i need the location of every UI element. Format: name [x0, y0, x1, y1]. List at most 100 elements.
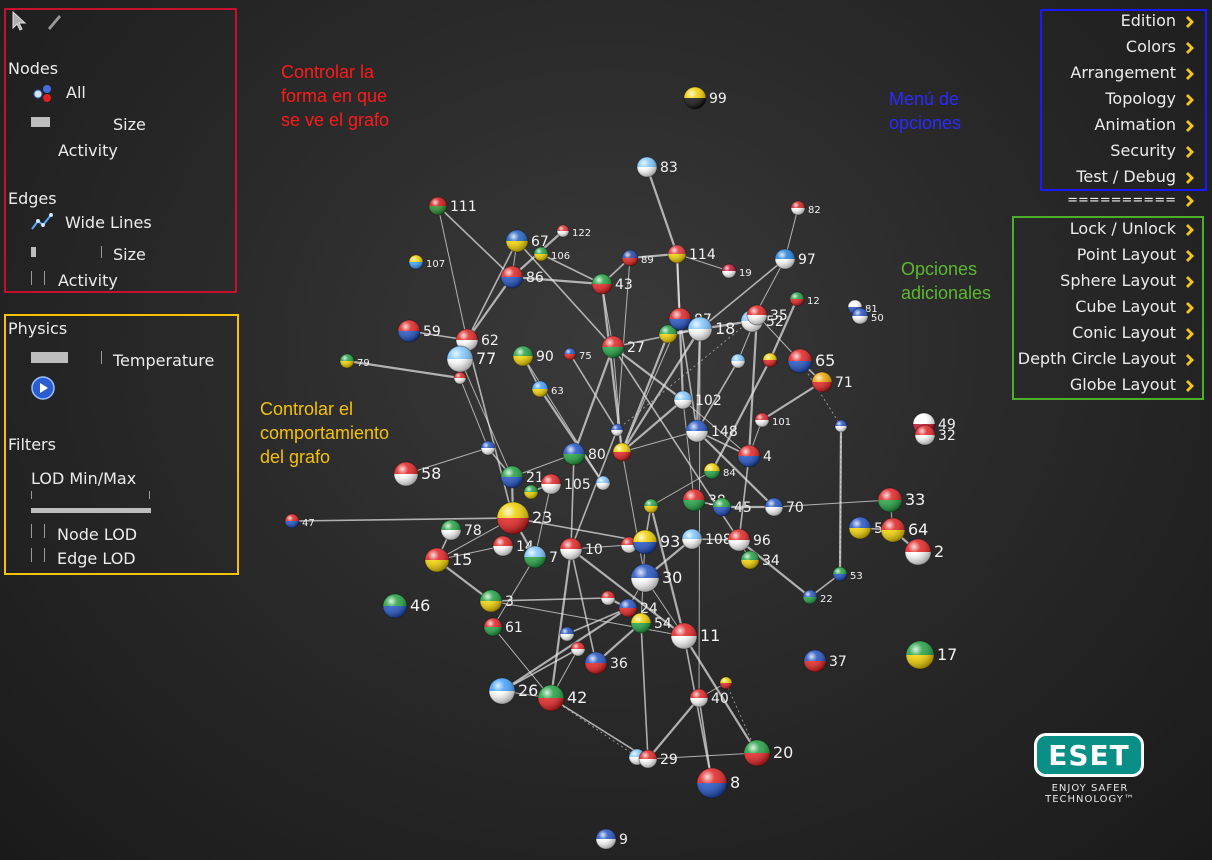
graph-node[interactable]	[905, 640, 935, 670]
graph-node[interactable]	[914, 424, 936, 446]
submenu-arrow-icon[interactable]	[1184, 66, 1196, 80]
graph-node[interactable]	[851, 307, 869, 325]
graph-node[interactable]	[638, 749, 658, 769]
node-lod-toggle[interactable]: Node LOD	[57, 525, 138, 544]
extra-menu-item-5[interactable]: Depth Circle Layout	[1017, 349, 1176, 368]
pointer-tool-icon[interactable]	[10, 10, 30, 32]
menu-item-2[interactable]: Arrangement	[1070, 63, 1176, 82]
graph-node[interactable]	[811, 371, 833, 393]
graph-node[interactable]	[533, 246, 549, 262]
graph-node[interactable]	[505, 229, 529, 253]
graph-node[interactable]	[774, 248, 796, 270]
graph-node[interactable]	[630, 612, 652, 634]
menu-item-5[interactable]: Security	[1110, 141, 1176, 160]
menu-item-3[interactable]: Topology	[1105, 89, 1176, 108]
graph-node[interactable]	[685, 419, 709, 443]
submenu-arrow-icon[interactable]	[1184, 92, 1196, 106]
graph-node[interactable]	[556, 224, 570, 238]
graph-node[interactable]	[743, 739, 771, 767]
graph-node[interactable]	[618, 598, 638, 618]
graph-node[interactable]	[540, 473, 562, 495]
graph-node[interactable]	[480, 440, 496, 456]
graph-node[interactable]	[446, 345, 474, 373]
graph-node[interactable]	[673, 390, 693, 410]
graph-node[interactable]	[848, 516, 872, 540]
graph-node[interactable]	[559, 537, 583, 561]
extra-menu-item-4[interactable]: Conic Layout	[1072, 323, 1176, 342]
graph-node[interactable]	[787, 348, 813, 374]
graph-node[interactable]	[689, 688, 709, 708]
menu-item-4[interactable]: Animation	[1094, 115, 1176, 134]
graph-node[interactable]	[790, 200, 806, 216]
nodes-activity-toggle[interactable]: Activity	[58, 141, 118, 160]
graph-node[interactable]	[500, 465, 524, 489]
graph-node[interactable]	[496, 501, 530, 535]
graph-node[interactable]	[600, 590, 616, 606]
graph-node[interactable]	[832, 566, 848, 582]
graph-node[interactable]	[595, 475, 611, 491]
submenu-arrow-icon[interactable]	[1184, 144, 1196, 158]
graph-node[interactable]	[382, 593, 408, 619]
graph-node[interactable]	[712, 497, 732, 517]
submenu-arrow-icon[interactable]	[1184, 193, 1196, 207]
graph-node[interactable]	[877, 487, 903, 513]
submenu-arrow-icon[interactable]	[1184, 40, 1196, 54]
graph-node[interactable]	[591, 273, 613, 295]
graph-node[interactable]	[754, 412, 770, 428]
graph-node[interactable]	[683, 86, 707, 110]
graph-node[interactable]	[479, 589, 503, 613]
submenu-arrow-icon[interactable]	[1184, 326, 1196, 340]
graph-node[interactable]	[620, 536, 638, 554]
extra-menu-item-2[interactable]: Sphere Layout	[1060, 271, 1176, 290]
submenu-arrow-icon[interactable]	[1184, 378, 1196, 392]
nodes-all-icon[interactable]	[32, 83, 54, 103]
edges-size-slider[interactable]	[31, 247, 36, 257]
submenu-arrow-icon[interactable]	[1184, 274, 1196, 288]
pen-tool-icon[interactable]	[44, 10, 64, 32]
lod-range-slider[interactable]	[31, 508, 151, 513]
graph-node[interactable]	[284, 513, 300, 529]
graph-node[interactable]	[682, 488, 706, 512]
graph-node[interactable]	[696, 767, 728, 799]
graph-node[interactable]	[643, 498, 659, 514]
graph-node[interactable]	[721, 263, 737, 279]
menu-item-0[interactable]: Edition	[1120, 11, 1176, 30]
graph-node[interactable]	[667, 244, 687, 264]
graph-node[interactable]	[612, 442, 632, 462]
graph-node[interactable]	[500, 265, 524, 289]
graph-node[interactable]	[727, 528, 751, 552]
graph-node[interactable]	[880, 517, 906, 543]
graph-node[interactable]	[764, 497, 784, 517]
temperature-slider[interactable]	[31, 352, 68, 363]
graph-node[interactable]	[668, 307, 692, 331]
graph-node[interactable]	[559, 626, 575, 642]
graph-node[interactable]	[393, 461, 419, 487]
graph-node[interactable]	[621, 249, 639, 267]
nodes-size-slider[interactable]	[31, 117, 50, 127]
graph-node[interactable]	[803, 649, 827, 673]
graph-node[interactable]	[428, 196, 448, 216]
graph-node[interactable]	[802, 589, 818, 605]
submenu-arrow-icon[interactable]	[1184, 118, 1196, 132]
graph-node[interactable]	[440, 519, 462, 541]
graph-node[interactable]	[719, 676, 733, 690]
graph-node[interactable]	[488, 677, 516, 705]
graph-node[interactable]	[453, 371, 467, 385]
graph-node[interactable]	[408, 254, 424, 270]
graph-node[interactable]	[730, 353, 746, 369]
graph-node[interactable]	[483, 617, 503, 637]
graph-node[interactable]	[595, 828, 617, 850]
graph-node[interactable]	[681, 528, 703, 550]
graph-node[interactable]	[523, 545, 547, 569]
graph-node[interactable]	[737, 444, 761, 468]
graph-node[interactable]	[630, 563, 660, 593]
submenu-arrow-icon[interactable]	[1184, 248, 1196, 262]
graph-node[interactable]	[610, 423, 624, 437]
graph-node[interactable]	[762, 352, 778, 368]
graph-node[interactable]	[687, 316, 713, 342]
nodes-all-button[interactable]: All	[66, 83, 86, 102]
graph-node[interactable]	[670, 622, 698, 650]
wide-lines-button[interactable]: Wide Lines	[65, 213, 152, 232]
menu-item-1[interactable]: Colors	[1125, 37, 1176, 56]
